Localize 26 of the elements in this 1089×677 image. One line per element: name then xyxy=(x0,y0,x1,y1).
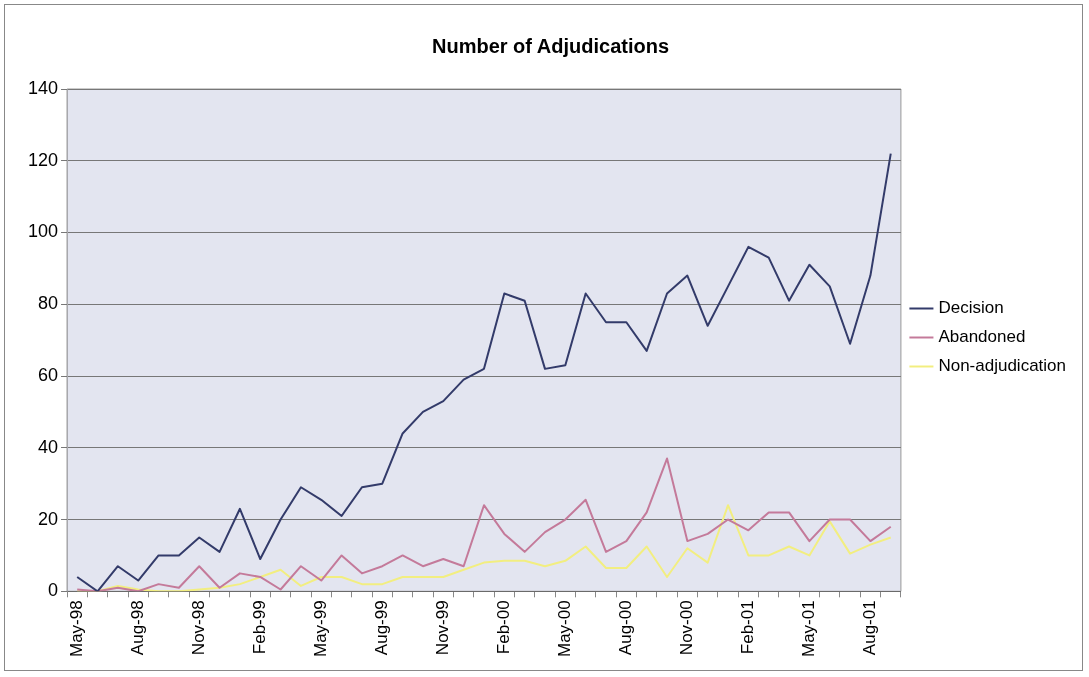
x-tick-label: Aug-00 xyxy=(616,600,636,656)
x-tick-label: Feb-00 xyxy=(494,600,513,655)
y-tick-label: 20 xyxy=(38,508,59,529)
y-tick-label: 80 xyxy=(38,293,59,314)
x-tick-label: May-98 xyxy=(66,600,86,657)
legend-label: Decision xyxy=(938,298,1004,318)
chart-title: Number of Adjudications xyxy=(431,34,670,57)
y-tick-label: 0 xyxy=(48,580,59,601)
legend-label: Abandoned xyxy=(938,327,1026,347)
legend-label: Non-adjudication xyxy=(938,356,1067,376)
x-tick-label: Nov-99 xyxy=(432,600,452,656)
y-tick-label: 100 xyxy=(27,221,59,242)
x-tick-label: Nov-98 xyxy=(188,600,208,656)
x-tick-label: Aug-01 xyxy=(860,600,880,656)
x-tick-label: May-01 xyxy=(799,600,819,657)
y-tick-label: 60 xyxy=(38,365,59,386)
x-tick-label: Nov-00 xyxy=(677,600,697,656)
x-tick-label: Feb-01 xyxy=(738,600,758,655)
x-tick-label: Aug-98 xyxy=(127,600,147,656)
x-tick-label: Aug-99 xyxy=(371,600,391,656)
y-tick-label: 40 xyxy=(38,436,59,457)
x-tick-label: May-99 xyxy=(310,600,330,657)
x-tick-label: Feb-99 xyxy=(249,600,269,655)
y-tick-label: 120 xyxy=(27,149,59,170)
x-tick-label: May-00 xyxy=(555,600,575,657)
y-tick-label: 140 xyxy=(27,77,59,98)
